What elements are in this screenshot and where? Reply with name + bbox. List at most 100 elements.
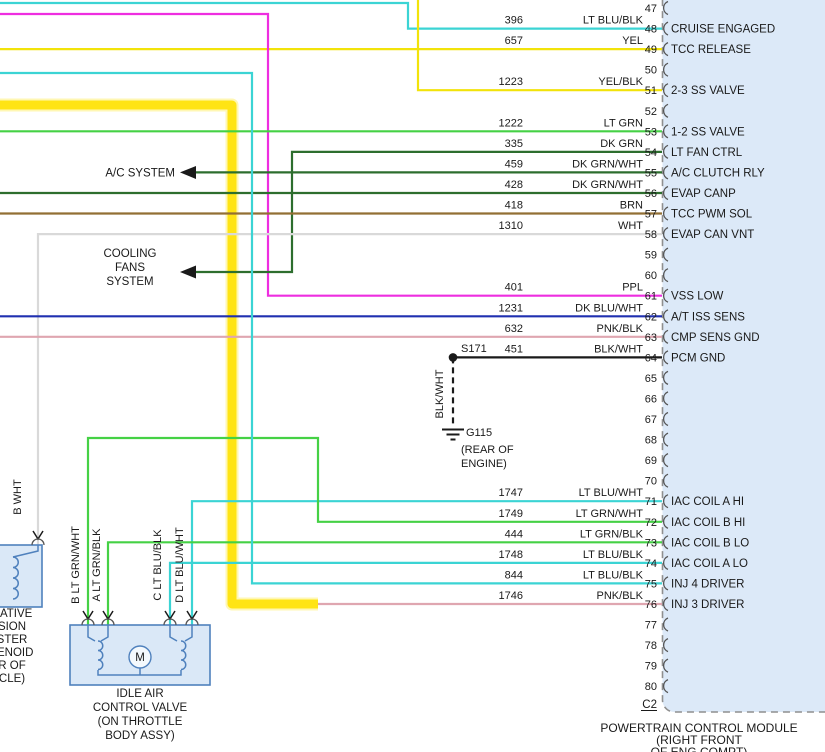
pin-number-70: 70 — [645, 476, 657, 488]
iac-coil-left — [97, 640, 104, 671]
pin-socket-arc-59 — [662, 247, 669, 262]
evap-caption-frag-1: RATIVE — [0, 608, 33, 620]
wire-1747-lt-blu-wht — [190, 500, 662, 625]
pin-socket-arc-58 — [662, 226, 669, 242]
iac-motor-circle — [128, 645, 152, 669]
pin-name-48: CRUISE ENGAGED — [671, 24, 775, 36]
pin-number-52: 52 — [645, 106, 657, 118]
pin-number-72: 72 — [645, 517, 657, 529]
pin-socket-arc-66 — [662, 391, 669, 406]
pin-socket-arc-60 — [662, 268, 669, 283]
wire-1310-wht — [36, 233, 662, 545]
pin-name-62: A/T ISS SENS — [671, 311, 745, 323]
pin-socket-arc-73 — [662, 535, 669, 550]
pin-socket-arc-55 — [662, 165, 669, 180]
wire-color-54: DK GRN — [600, 138, 643, 150]
pin-socket-arc-62 — [662, 309, 669, 324]
iac-entry-arc-a — [101, 618, 115, 626]
pin-name-54: LT FAN CTRL — [671, 147, 743, 159]
pin-number-78: 78 — [645, 640, 657, 652]
circuit-number-1748: 1748 — [499, 549, 523, 561]
pin-number-74: 74 — [645, 558, 657, 570]
wire-844-lt-blu-blk — [0, 71, 662, 585]
pin-socket-arc-51 — [662, 83, 669, 98]
iac-terminal-label-a: A LT GRN/BLK — [91, 528, 103, 602]
iac-internal-bus — [97, 668, 182, 676]
pin-number-75: 75 — [645, 578, 657, 590]
wire-color-58: WHT — [618, 220, 643, 232]
circuit-number-396: 396 — [505, 15, 523, 27]
pin-socket-arc-49 — [662, 41, 669, 57]
circuit-number-459: 459 — [505, 158, 523, 170]
wire-color-72: LT GRN/WHT — [576, 508, 644, 520]
pin-number-73: 73 — [645, 537, 657, 549]
wire-color-64: BLK/WHT — [594, 343, 643, 355]
pin-socket-arc-50 — [662, 62, 669, 77]
iac-lead-c — [169, 625, 178, 642]
wire-color-61: PPL — [622, 282, 643, 294]
pin-number-76: 76 — [645, 599, 657, 611]
pin-number-63: 63 — [645, 332, 657, 344]
wire-color-57: BRN — [620, 200, 643, 212]
wire-color-48: LT BLU/BLK — [583, 15, 644, 27]
circuit-number-428: 428 — [505, 179, 523, 191]
pin-socket-arc-64 — [662, 350, 669, 365]
pin-number-66: 66 — [645, 393, 657, 405]
circuit-number-444: 444 — [505, 528, 523, 540]
pin-number-55: 55 — [645, 167, 657, 179]
pin-number-57: 57 — [645, 209, 657, 221]
cooling-fans-arrow — [180, 265, 196, 279]
wire-color-62: DK BLU/WHT — [575, 302, 643, 314]
iac-motor-label: M — [135, 652, 145, 664]
pcm-caption-1: POWERTRAIN CONTROL MODULE — [600, 721, 797, 735]
evap-solenoid-lead — [12, 545, 39, 558]
iac-caption-2: CONTROL VALVE — [93, 702, 188, 714]
circuit-number-1747: 1747 — [499, 487, 523, 499]
evap-caption-frag-2: SION — [0, 621, 26, 633]
pin-number-59: 59 — [645, 250, 657, 262]
wire-1223-yel-blk — [416, 0, 662, 92]
circuit-number-632: 632 — [505, 323, 523, 335]
highlight-wire-glow — [0, 98, 318, 611]
iac-lead-b — [87, 625, 96, 642]
pin-number-54: 54 — [645, 147, 657, 159]
wire-color-74: LT BLU/BLK — [583, 549, 644, 561]
wire-335-dk-grn — [192, 150, 662, 274]
pin-socket-arc-80 — [662, 678, 669, 694]
pin-name-56: EVAP CANP — [671, 188, 736, 200]
wire-1748-lt-blu-blk — [168, 561, 662, 625]
ground-label-g115: G115 — [466, 427, 492, 439]
pin-number-80: 80 — [645, 681, 657, 693]
iac-entry-arc-c — [163, 618, 177, 626]
pin-number-62: 62 — [645, 311, 657, 323]
pin-socket-arc-71 — [662, 494, 669, 509]
wire-color-56: DK GRN/WHT — [572, 179, 643, 191]
pin-name-51: 2-3 SS VALVE — [671, 85, 745, 97]
pin-name-57: TCC PWM SOL — [671, 209, 753, 221]
pin-socket-arc-78 — [662, 637, 669, 653]
pin-number-65: 65 — [645, 373, 657, 385]
wire-color-51: YEL/BLK — [598, 76, 643, 88]
circuit-number-1231: 1231 — [499, 302, 523, 314]
highlight-wire-inj3 — [0, 100, 318, 609]
pin-number-67: 67 — [645, 414, 657, 426]
pin-socket-arc-48 — [663, 21, 669, 36]
evap-solenoid-terminal-label: B WHT — [12, 479, 24, 515]
iac-terminal-label-c: C LT BLU/BLK — [152, 529, 164, 601]
circuit-number-657: 657 — [505, 35, 523, 47]
pin-name-73: IAC COIL B LO — [671, 537, 749, 549]
circuit-number-1223: 1223 — [499, 76, 523, 88]
ac-system-label: A/C SYSTEM — [105, 168, 175, 180]
pin-name-58: EVAP CAN VNT — [671, 229, 754, 241]
splice-dot-s171 — [448, 353, 458, 362]
pin-socket-arc-57 — [662, 206, 669, 221]
wire-color-71: LT BLU/WHT — [579, 487, 644, 499]
iac-lead-d — [184, 625, 193, 642]
pin-name-64: PCM GND — [671, 352, 725, 364]
cooling-fans-label-1: COOLING — [103, 248, 156, 260]
pin-name-61: VSS LOW — [671, 291, 724, 303]
iac-lead-a — [100, 625, 109, 642]
evap-caption-frag-3: STER — [0, 634, 27, 646]
wire-color-49: YEL — [622, 35, 643, 47]
